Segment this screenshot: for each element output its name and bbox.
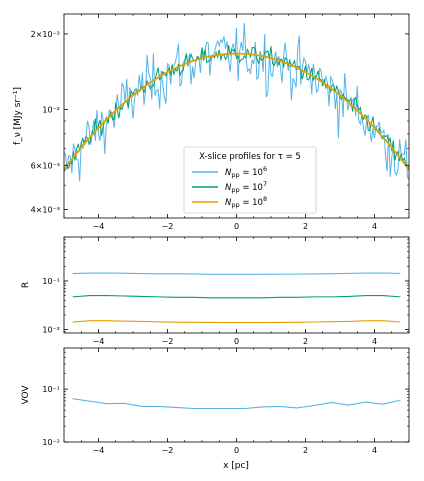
legend-entry-n8: Npp = 108	[225, 195, 267, 209]
profile-series	[64, 22, 409, 182]
y-tick-label: 10⁻¹	[42, 385, 60, 394]
series-line-n6	[72, 272, 401, 275]
x-tick-label: 0	[234, 337, 239, 346]
series-line-n6	[72, 398, 401, 410]
r-panel: −4 −2 0 2 4 10⁻² 10⁻¹ R	[21, 236, 410, 346]
vov-plot-frame	[63, 347, 410, 443]
y-tick-label: 10⁻²	[42, 326, 60, 335]
y-tick-label: 10⁻²	[42, 106, 60, 115]
x-tick-label: 2	[303, 337, 308, 346]
series-line-n7	[64, 45, 409, 172]
x-tick-label: 2	[303, 222, 308, 231]
x-tick-label: 0	[234, 222, 239, 231]
x-tick-label: 4	[372, 337, 377, 346]
profile-ylabel: f_ν [MJy sr⁻¹]	[13, 87, 23, 145]
x-tick-label: 4	[372, 222, 377, 231]
y-tick-label: 10⁻¹	[42, 277, 60, 286]
series-line-n8	[72, 320, 401, 324]
r-ylabel: R	[21, 282, 31, 288]
y-tick-label: 10⁻²	[42, 438, 60, 447]
legend-entry-n6: Npp = 106	[225, 165, 267, 179]
x-tick-label: −4	[93, 337, 105, 346]
profile-ticks: −4 −2 0 2 4 4×10⁻³ 6×10⁻³ 10⁻² 2×10⁻²	[31, 14, 410, 231]
profile-panel: −4 −2 0 2 4 4×10⁻³ 6×10⁻³ 10⁻² 2×10⁻² f_ν [MJy s…	[13, 13, 410, 231]
x-tick-label: 0	[234, 446, 239, 455]
vov-series	[72, 398, 401, 410]
vov-panel: −4 −2 0 2 4 10⁻² 10⁻¹ VOV x [pc]	[21, 347, 410, 471]
x-tick-label: −4	[93, 446, 105, 455]
x-tick-label: −2	[162, 222, 174, 231]
y-tick-label: 2×10⁻²	[31, 30, 60, 39]
x-tick-label: 2	[303, 446, 308, 455]
y-tick-label: 6×10⁻³	[31, 161, 60, 170]
y-tick-label: 4×10⁻³	[31, 205, 60, 214]
x-tick-label: −2	[162, 337, 174, 346]
r-plot-frame	[63, 236, 410, 334]
vov-ylabel: VOV	[21, 385, 31, 405]
legend: X-slice profiles for τ = 5 Npp = 106 Npp…	[183, 146, 317, 214]
x-tick-label: −2	[162, 446, 174, 455]
x-tick-label: −4	[93, 222, 105, 231]
legend-title: X-slice profiles for τ = 5	[199, 152, 301, 162]
x-tick-label: 4	[372, 446, 377, 455]
r-ticks: −4 −2 0 2 4 10⁻² 10⁻¹	[42, 236, 410, 346]
legend-box	[183, 146, 317, 214]
series-line-n7	[72, 295, 401, 299]
r-series	[72, 272, 401, 324]
legend-entry-n7: Npp = 107	[225, 180, 267, 194]
vov-ticks: −4 −2 0 2 4 10⁻² 10⁻¹	[42, 348, 410, 455]
series-line-n8	[64, 52, 409, 171]
x-axis-label: x [pc]	[223, 461, 249, 471]
